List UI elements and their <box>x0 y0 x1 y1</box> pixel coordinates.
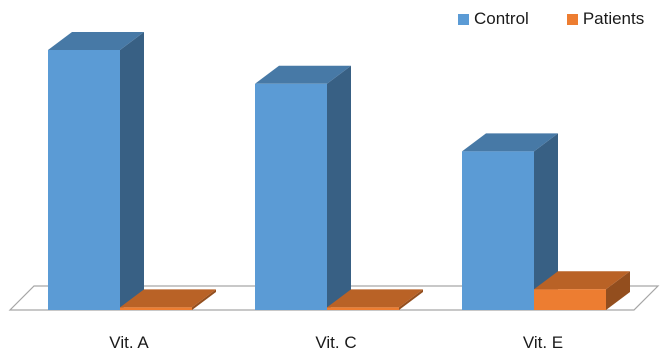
bar-control-vit-e-side <box>534 133 558 310</box>
bar-control-vit-a-side <box>120 32 144 310</box>
bar-patients-vit-e-side <box>606 271 630 310</box>
bar-patients-vit-c-top <box>327 289 423 308</box>
bar-control-vit-e-top <box>462 133 558 152</box>
bar-patients-vit-e <box>534 289 606 310</box>
chart-legend: Control Patients <box>458 9 644 29</box>
bar-control-vit-a-top <box>48 32 144 50</box>
bar-patients-vit-a-side <box>192 289 216 310</box>
x-tick-label-vit-e: Vit. E <box>523 333 563 352</box>
bar-patients-vit-c <box>327 307 399 310</box>
bar-patients-vit-c-side <box>399 289 423 310</box>
bar-patients-vit-a <box>120 307 192 310</box>
bar-patients-vit-a-top <box>120 289 216 308</box>
x-tick-label-vit-a: Vit. A <box>109 333 149 352</box>
legend-label-control: Control <box>474 9 529 28</box>
bar-control-vit-e <box>462 151 534 310</box>
legend-swatch-control <box>458 13 469 25</box>
legend-swatch-patients <box>566 13 578 25</box>
legend-label-patients: Patients <box>582 9 645 28</box>
bar-control-vit-c <box>255 83 327 310</box>
bar-control-vit-a <box>48 50 120 310</box>
x-tick-label-vit-c: Vit. C <box>315 333 356 352</box>
legend-item-control: Control <box>458 9 529 29</box>
bar-control-vit-c-top <box>255 65 351 84</box>
bar-patients-vit-e-top <box>534 271 630 290</box>
legend-item-patients: Patients <box>566 9 645 29</box>
bar-control-vit-c-side <box>327 65 351 310</box>
